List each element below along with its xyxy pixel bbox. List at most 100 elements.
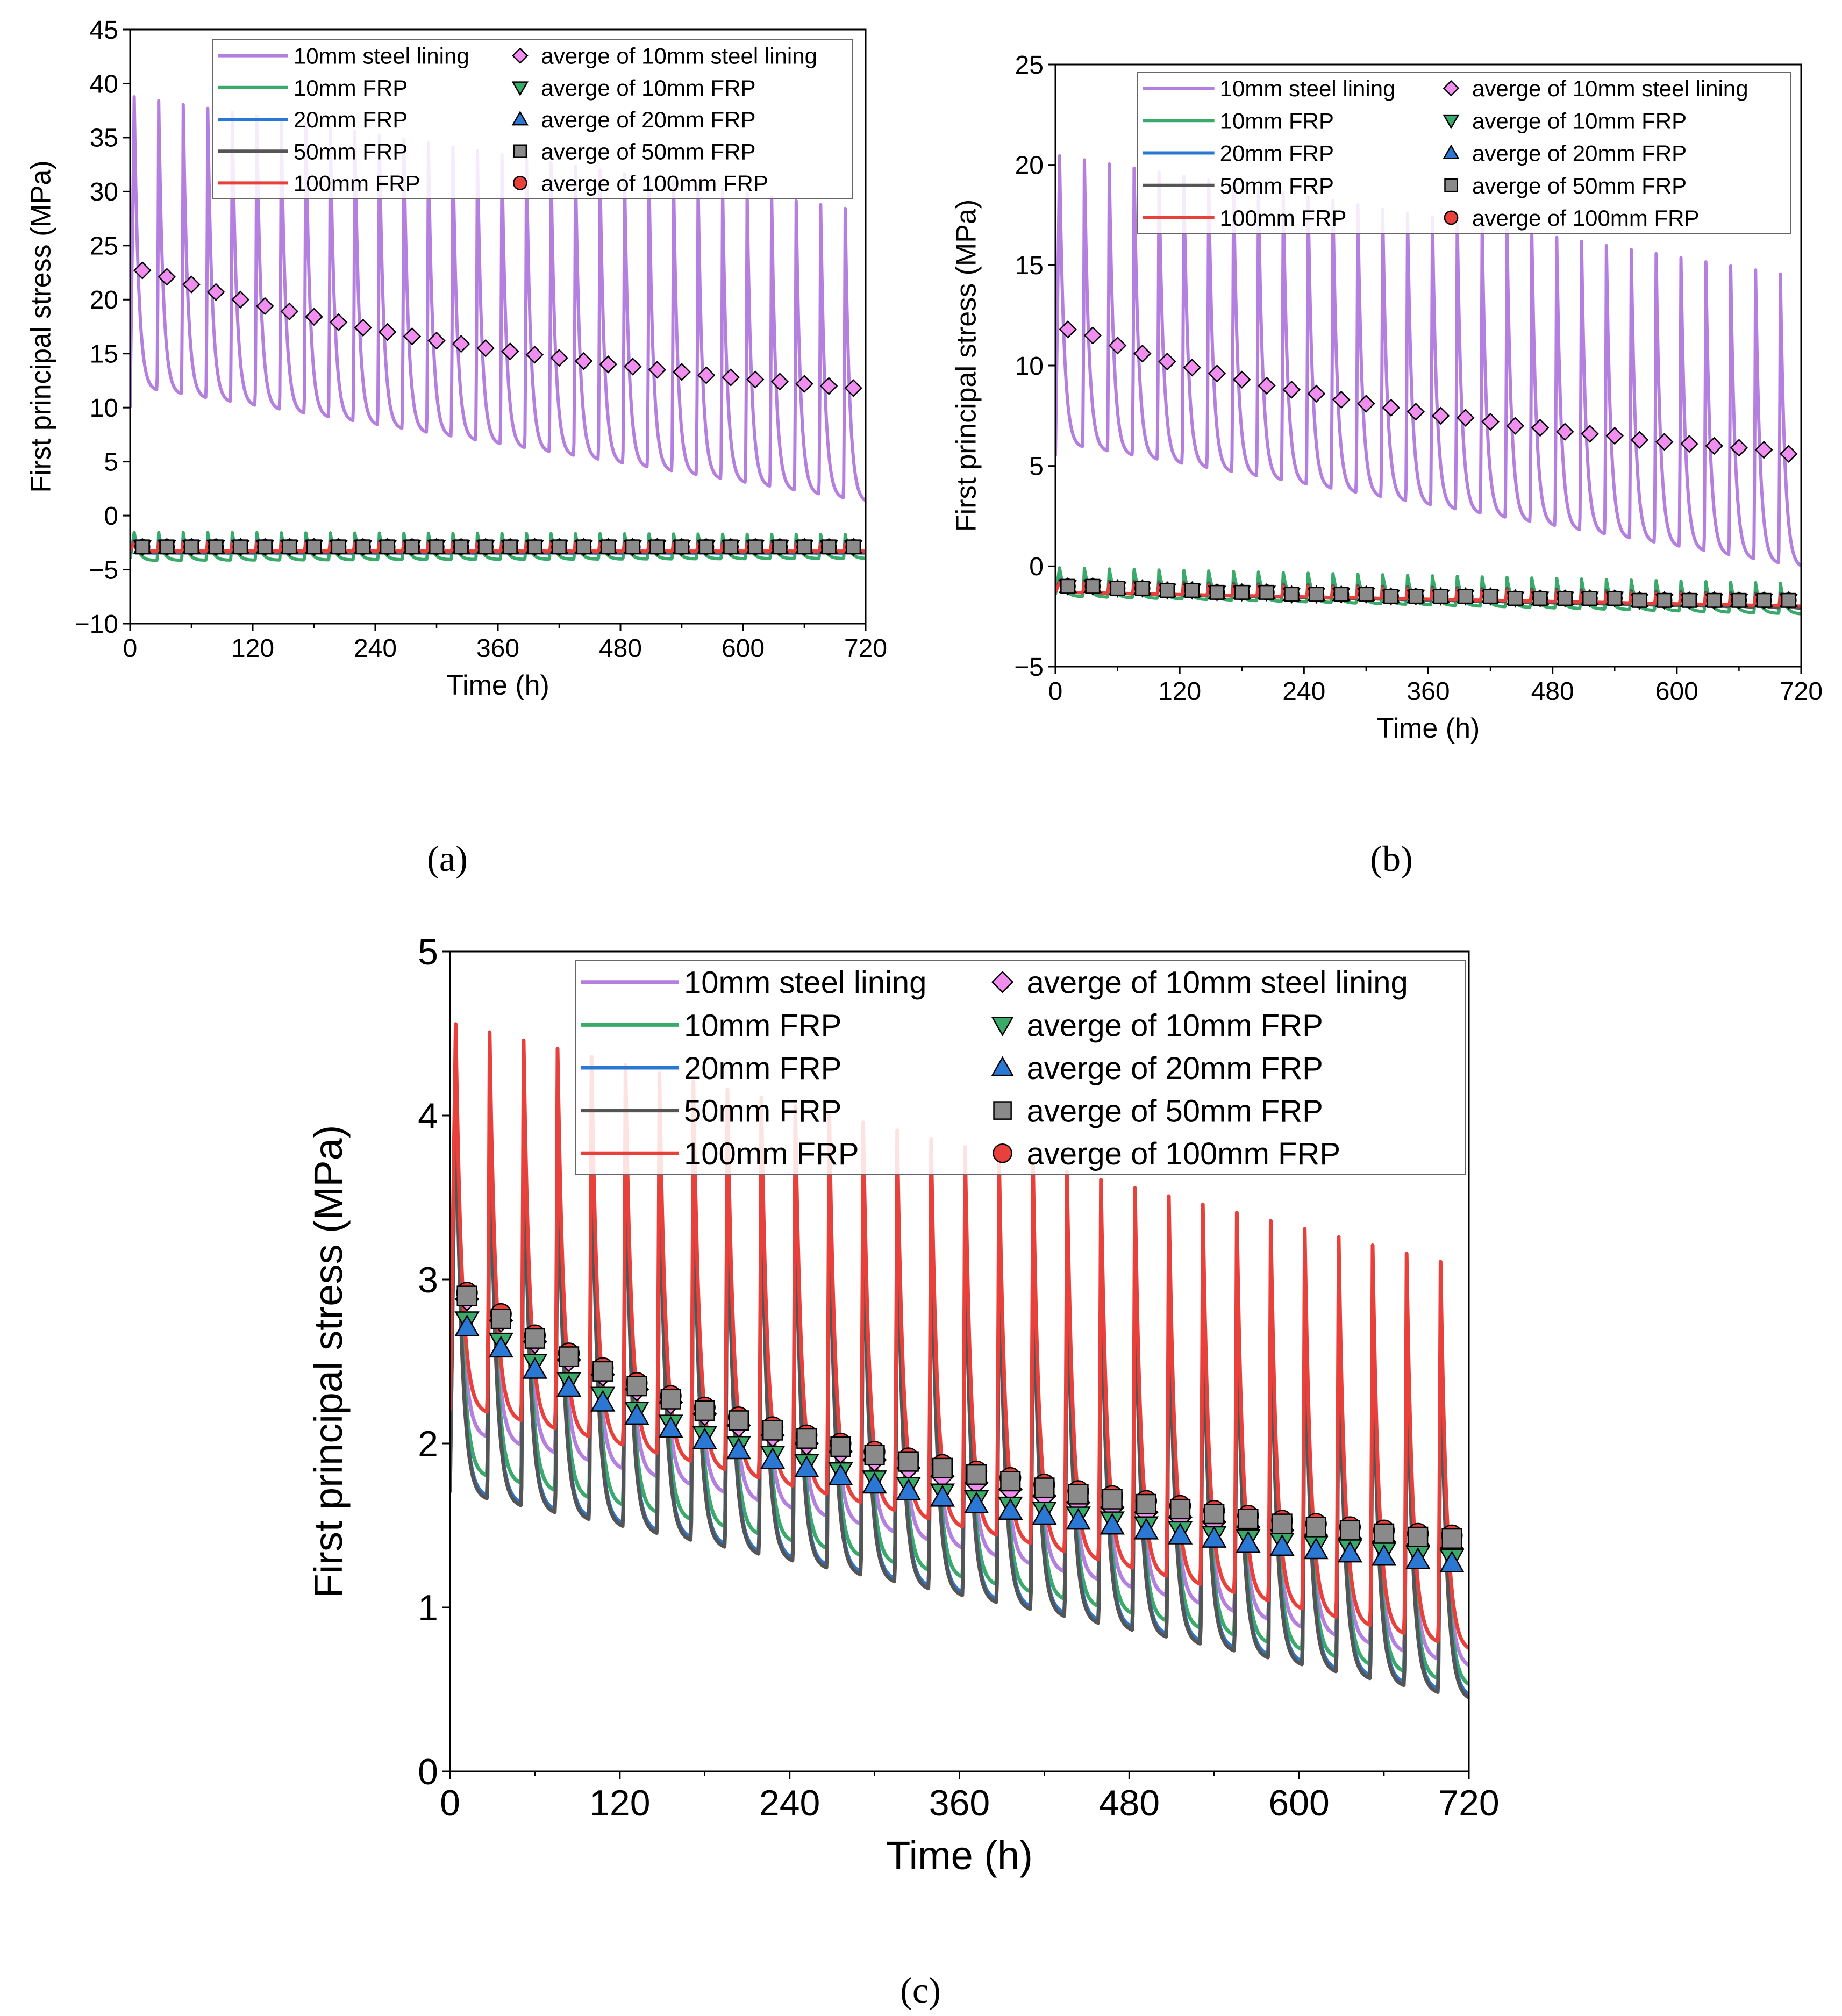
avg-marker-c-2-22 xyxy=(1202,1526,1227,1548)
x-tick-label-c-2: 240 xyxy=(759,1783,820,1824)
avg-marker-a-0-1 xyxy=(158,268,176,286)
avg-marker-c-2-15 xyxy=(963,1491,989,1513)
y-tick-label-a-5: 15 xyxy=(90,340,118,369)
y-tick-label-a-1: −5 xyxy=(89,556,118,584)
avg-marker-b-0-29 xyxy=(1780,445,1798,463)
y-tick-label-c-5: 5 xyxy=(418,932,438,973)
avg-marker-c-2-2 xyxy=(522,1357,548,1379)
avg-marker-b-0-1 xyxy=(1083,326,1102,345)
avg-marker-c-3-25 xyxy=(1305,1517,1326,1538)
avg-marker-a-3-21 xyxy=(649,539,665,555)
avg-marker-a-3-0 xyxy=(134,539,150,555)
avg-marker-c-3-3 xyxy=(558,1346,580,1367)
y-axis-label-a: First principal stress (MPa) xyxy=(26,160,57,492)
x-tick-label-a-2: 240 xyxy=(354,634,397,663)
avg-marker-b-3-26 xyxy=(1707,592,1722,608)
avg-marker-b-3-23 xyxy=(1632,592,1647,608)
avg-marker-a-3-14 xyxy=(478,539,494,555)
legend-entry-a-1: 10mm FRP xyxy=(294,75,408,101)
series-line-c-0 xyxy=(450,1067,1469,1667)
avg-marker-c-3-9 xyxy=(762,1420,783,1441)
avg-marker-b-3-12 xyxy=(1358,587,1374,602)
avg-marker-a-3-24 xyxy=(723,539,739,555)
avg-marker-c-3-22 xyxy=(1204,1504,1225,1525)
avg-marker-b-0-21 xyxy=(1581,425,1599,443)
avg-marker-c-2-29 xyxy=(1439,1550,1465,1572)
avg-marker-b-0-14 xyxy=(1407,403,1425,421)
avg-marker-a-0-8 xyxy=(329,313,348,332)
avg-marker-c-2-1 xyxy=(488,1335,513,1358)
avg-marker-b-3-6 xyxy=(1209,584,1225,600)
legend-marker-swatch-c-0 xyxy=(991,971,1014,993)
x-axis-label-b: Time (h) xyxy=(1377,713,1480,744)
avg-marker-a-0-12 xyxy=(427,331,446,350)
avg-marker-b-3-27 xyxy=(1731,592,1747,608)
y-tick-label-a-0: −10 xyxy=(75,610,118,639)
avg-marker-b-0-26 xyxy=(1705,437,1723,455)
avg-marker-c-3-28 xyxy=(1408,1526,1429,1547)
avg-marker-a-3-8 xyxy=(331,539,346,555)
legend-entry-a-4: 100mm FRP xyxy=(294,171,420,196)
legend-marker-swatch-b-4 xyxy=(1444,210,1459,225)
x-tick-label-c-4: 480 xyxy=(1099,1783,1160,1824)
panel-label-a: (a) xyxy=(427,838,467,879)
avg-marker-b-0-16 xyxy=(1457,409,1475,427)
x-tick-label-a-3: 360 xyxy=(476,634,519,663)
legend-entry-c-0: 10mm steel lining xyxy=(684,966,926,1000)
avg-marker-c-2-17 xyxy=(1032,1503,1057,1525)
x-tick-label-b-0: 0 xyxy=(1048,677,1063,706)
avg-marker-b-0-7 xyxy=(1232,370,1251,389)
legend-entry-a-5: averge of 10mm steel lining xyxy=(541,44,817,69)
avg-marker-b-3-18 xyxy=(1508,591,1523,606)
legend-entry-a-0: 10mm steel lining xyxy=(294,44,469,69)
avg-marker-c-2-7 xyxy=(692,1427,717,1449)
legend-entry-c-6: averge of 10mm FRP xyxy=(1027,1008,1323,1043)
avg-marker-a-3-23 xyxy=(698,539,714,555)
avg-marker-c-2-26 xyxy=(1337,1540,1363,1563)
y-tick-label-b-5: 20 xyxy=(1015,151,1044,180)
avg-marker-a-0-9 xyxy=(354,318,372,337)
avg-marker-b-0-12 xyxy=(1357,395,1375,413)
avg-marker-b-3-1 xyxy=(1085,578,1101,594)
avg-marker-c-3-29 xyxy=(1441,1528,1462,1549)
avg-marker-b-3-21 xyxy=(1582,591,1598,606)
y-tick-label-c-3: 3 xyxy=(418,1260,438,1300)
avg-marker-c-2-3 xyxy=(556,1375,582,1397)
x-tick-label-b-5: 600 xyxy=(1655,677,1698,706)
y-axis-label-c: First principal stress (MPa) xyxy=(306,1125,351,1598)
avg-marker-b-3-5 xyxy=(1184,583,1200,598)
x-tick-label-c-1: 120 xyxy=(589,1783,650,1824)
avg-marker-c-3-16 xyxy=(1000,1471,1021,1492)
avg-marker-b-3-15 xyxy=(1433,589,1448,604)
legend-entry-a-7: averge of 20mm FRP xyxy=(541,107,755,132)
avg-marker-c-2-14 xyxy=(930,1485,955,1507)
y-axis-label-b: First principal stress (MPa) xyxy=(951,199,982,532)
series-line-a-4 xyxy=(130,541,866,553)
legend-entry-a-8: averge of 50mm FRP xyxy=(541,139,755,164)
avg-marker-b-0-25 xyxy=(1680,434,1698,453)
legend-entry-b-1: 10mm FRP xyxy=(1220,108,1334,133)
avg-marker-c-2-24 xyxy=(1269,1534,1295,1556)
y-tick-label-a-3: 5 xyxy=(104,448,118,476)
series-line-b-0 xyxy=(1055,154,1801,568)
avg-marker-b-0-28 xyxy=(1754,441,1773,459)
y-tick-label-b-2: 5 xyxy=(1029,452,1044,481)
avg-marker-a-0-2 xyxy=(182,275,201,294)
avg-marker-c-3-26 xyxy=(1339,1520,1361,1541)
avg-marker-a-3-5 xyxy=(257,539,273,555)
legend-c xyxy=(575,960,1466,1175)
avg-marker-b-3-8 xyxy=(1259,584,1274,600)
avg-marker-a-0-28 xyxy=(819,377,838,395)
legend-marker-swatch-b-2 xyxy=(1443,144,1460,159)
legend-entry-b-7: averge of 20mm FRP xyxy=(1472,141,1687,166)
avg-marker-c-3-1 xyxy=(490,1309,511,1329)
legend-entry-b-6: averge of 10mm FRP xyxy=(1472,108,1687,133)
x-tick-label-b-6: 720 xyxy=(1780,677,1823,706)
x-tick-label-a-4: 480 xyxy=(599,634,642,663)
avg-marker-a-3-2 xyxy=(184,539,199,555)
avg-marker-c-3-8 xyxy=(728,1410,749,1431)
avg-marker-c-2-19 xyxy=(1100,1512,1125,1535)
avg-marker-b-0-20 xyxy=(1556,423,1574,441)
x-tick-label-b-2: 240 xyxy=(1282,677,1325,706)
avg-marker-a-3-16 xyxy=(527,539,542,555)
